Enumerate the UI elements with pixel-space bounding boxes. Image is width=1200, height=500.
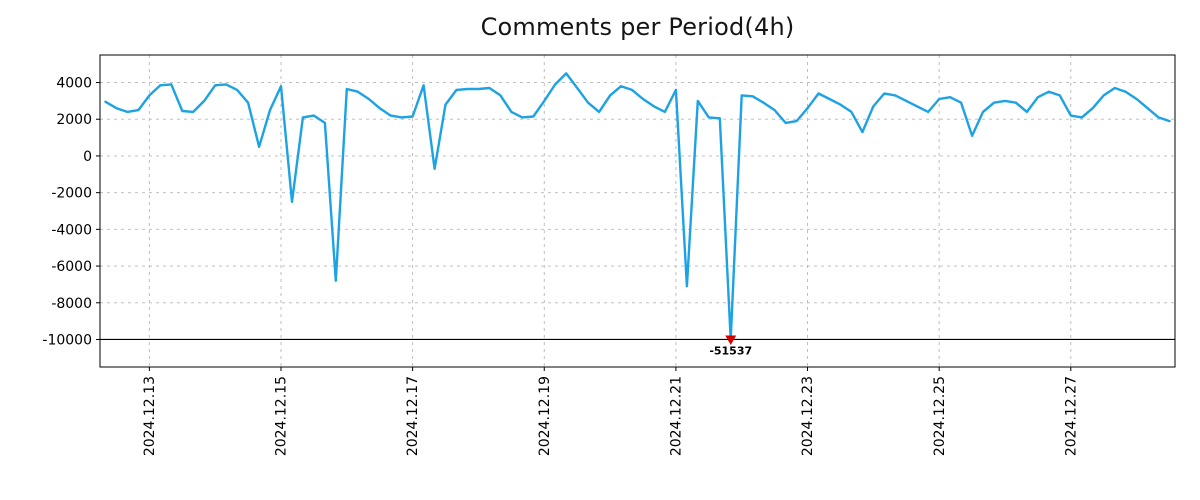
y-tick-label: -6000 (51, 259, 92, 275)
x-axis: 2024.12.13 2024.12.15 2024.12.17 2024.12.19… (142, 367, 1079, 456)
series-line (104, 72, 1171, 341)
y-tick-label: -8000 (51, 296, 92, 312)
x-tick-label: 2024.12.17 (405, 376, 421, 456)
y-tick-label: 0 (83, 149, 92, 165)
x-tick-label: 2024.12.23 (800, 376, 816, 456)
y-tick-label: 4000 (56, 76, 92, 92)
y-tick-label: -4000 (51, 222, 92, 238)
y-tick-label: -10000 (42, 332, 92, 348)
x-tick-label: 2024.12.25 (932, 376, 948, 456)
chart-title: Comments per Period(4h) (480, 13, 795, 41)
y-tick-label: -2000 (51, 186, 92, 202)
x-tick-label: 2024.12.27 (1063, 376, 1079, 456)
x-tick-label: 2024.12.13 (142, 376, 158, 456)
x-tick-label: 2024.12.21 (669, 376, 685, 456)
x-tick-label: 2024.12.19 (537, 376, 553, 456)
y-axis: 4000 2000 0 -2000 -4000 -6000 -8000 -10000 (42, 76, 100, 348)
min-value-label: -51537 (709, 344, 752, 357)
y-tick-label: 2000 (56, 112, 92, 128)
x-tick-label: 2024.12.15 (274, 376, 290, 456)
min-marker-icon (725, 335, 737, 345)
plot-frame (99, 54, 1176, 368)
plot-area (100, 55, 1175, 367)
